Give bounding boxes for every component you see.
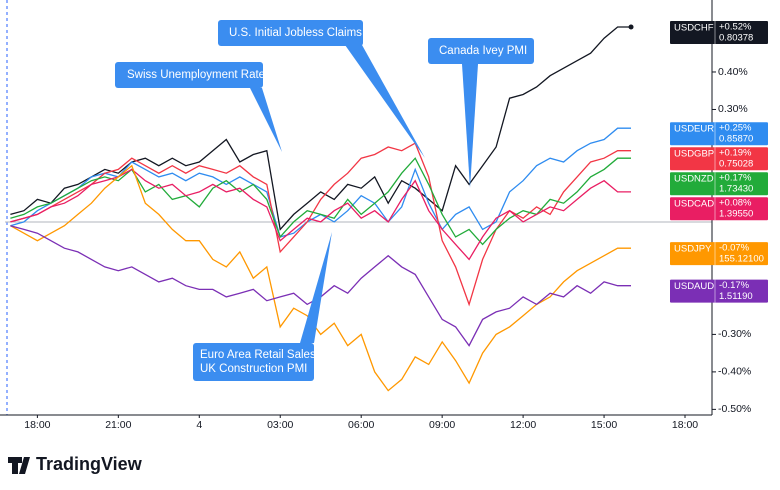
callout-box	[115, 62, 263, 88]
legend-label: USDAUD	[674, 281, 714, 292]
y-tick-label: 0.30%	[718, 103, 748, 115]
badge-bg	[670, 122, 768, 146]
annotation: Swiss Unemployment Rate	[127, 69, 265, 81]
callout-pointer	[462, 64, 478, 188]
legend-label: USDCAD	[674, 199, 714, 210]
series-line	[10, 168, 631, 261]
callout-box	[428, 38, 534, 64]
badge-price: 0.75028	[719, 159, 753, 170]
series-line	[10, 157, 631, 246]
legend-label: USDJPY	[674, 244, 712, 255]
y-tick-label: 0.40%	[718, 66, 748, 78]
y-tick-label: -0.30%	[718, 328, 751, 340]
brand-name: TradingView	[36, 454, 143, 474]
annotation: U.S. Initial Jobless Claims	[229, 27, 362, 39]
series-badge: USDGBP +0.19%0.75028	[670, 147, 768, 171]
series-badge: USDJPY -0.07%155.12100	[670, 242, 768, 266]
x-tick-label: 21:00	[105, 419, 131, 431]
x-tick-label: 06:00	[348, 419, 374, 431]
badge-change: +0.08%	[719, 198, 752, 209]
badge-price: 0.85870	[719, 134, 753, 145]
callout-pointer	[300, 232, 332, 343]
series-badge: USDAUD -0.17%1.51190	[670, 279, 768, 303]
y-tick-label: -0.50%	[718, 403, 751, 415]
badge-price: 155.12100	[719, 254, 764, 265]
legend-label: USDCHF	[674, 23, 714, 34]
x-tick-label: 03:00	[267, 419, 293, 431]
series-line	[10, 26, 631, 231]
badge-change: +0.52%	[719, 22, 752, 33]
x-tick-label: 18:00	[24, 419, 50, 431]
badge-price: 1.73430	[719, 184, 753, 195]
series-badge: USDCHF +0.52%0.80378	[670, 20, 768, 44]
badge-price: 1.39550	[719, 209, 753, 220]
series-line	[10, 164, 631, 392]
badge-bg	[670, 197, 768, 221]
badge-bg	[670, 242, 768, 266]
x-tick-label: 18:00	[672, 419, 698, 431]
series-line	[10, 127, 631, 238]
badge-price: 0.80378	[719, 33, 753, 44]
y-tick-label: -0.40%	[718, 366, 751, 378]
badge-bg	[670, 20, 768, 44]
series-badge: USDEUR +0.25%0.85870	[670, 122, 768, 146]
x-tick-label: 15:00	[591, 419, 617, 431]
badge-change: -0.17%	[719, 280, 750, 291]
callout-pointer	[345, 45, 425, 158]
badge-price: 1.51190	[719, 291, 753, 302]
legend-label: USDEUR	[674, 124, 714, 135]
callout-box	[193, 343, 314, 381]
badge-change: -0.07%	[719, 243, 750, 254]
badge-change: +0.25%	[719, 123, 752, 134]
badge-change: +0.19%	[719, 148, 752, 159]
logo-icon	[8, 457, 30, 474]
series-badge: USDNZD +0.17%1.73430	[670, 172, 768, 196]
badge-bg	[670, 147, 768, 171]
x-tick-label: 09:00	[429, 419, 455, 431]
legend-label: USDGBP	[674, 149, 714, 160]
annotation-callouts: Swiss Unemployment Rate U.S. Initial Job…	[115, 20, 534, 381]
callout-pointer	[250, 88, 282, 152]
annotation: Canada Ivey PMI	[439, 45, 527, 57]
badge-change: +0.17%	[719, 173, 752, 184]
series-line	[10, 142, 631, 307]
badge-bg	[670, 279, 768, 303]
badge-bg	[670, 172, 768, 196]
annotation: Euro Area Retail Sales	[200, 349, 316, 361]
legend-label: USDNZD	[674, 174, 714, 185]
annotation: UK Construction PMI	[200, 363, 307, 375]
series-group	[10, 24, 634, 392]
callout-box	[218, 20, 363, 46]
x-tick-label: 12:00	[510, 419, 536, 431]
end-marker	[628, 24, 634, 30]
series-badge: USDCAD +0.08%1.39550	[670, 197, 768, 221]
x-tick-label: 4	[196, 419, 202, 431]
brand-logo: TradingView	[8, 454, 143, 474]
